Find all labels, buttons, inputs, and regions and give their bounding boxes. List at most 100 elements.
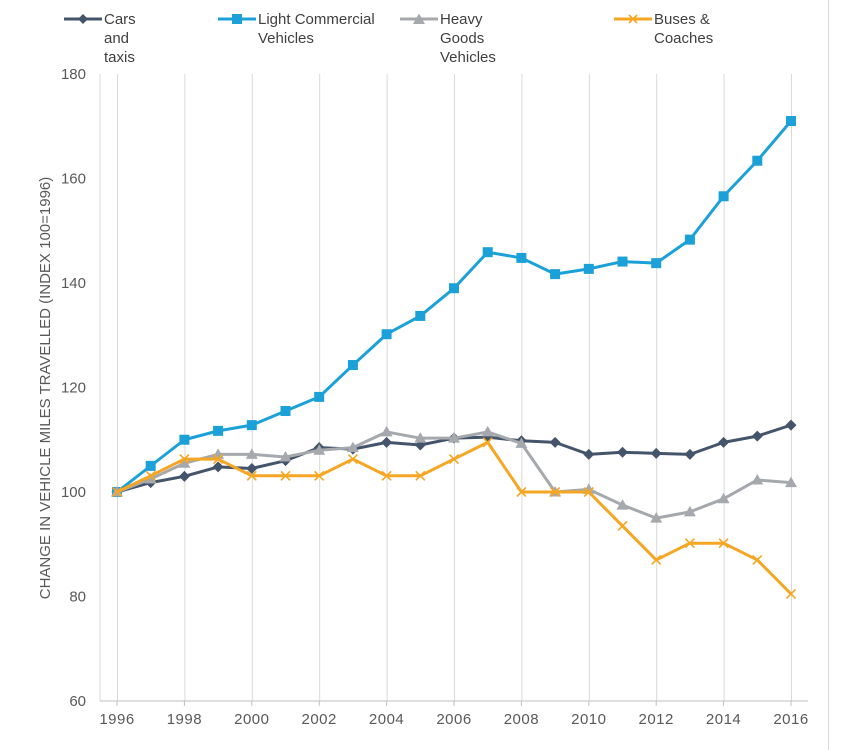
data-point [414,432,427,443]
y-tick-label: 100 [61,484,86,501]
x-tick-label: 2002 [302,711,337,728]
x-tick-label: 2016 [773,711,808,728]
axes: 60 80 100 120 140 160 180 1996 1998 2000 2002 2004 2… [61,66,808,728]
data-point [246,420,257,431]
data-point [313,444,326,455]
x-tick-label: 1998 [167,711,202,728]
data-point [314,470,325,481]
data-point [482,247,493,258]
data-point [482,437,493,448]
data-point [381,470,392,481]
y-tick-label: 140 [61,275,86,292]
data-point [515,437,528,448]
data-point [616,499,629,510]
data-point [448,432,460,443]
data-point [550,486,561,498]
data-point [415,470,426,481]
y-tick-label: 80 [69,589,86,606]
data-point [651,258,662,269]
data-point [718,538,729,549]
data-point [179,454,190,465]
data-point [448,454,460,465]
data-point [280,406,291,417]
data-point [683,505,696,517]
data-point [786,116,796,127]
data-point [516,252,527,263]
data-point [212,461,224,473]
legend-label-lcv: Light Commercial Vehicles [258,11,375,47]
data-point [314,391,325,402]
data-point [347,454,358,465]
x-tick-label: 2014 [706,711,741,728]
data-point [684,234,695,245]
data-point [246,462,258,474]
y-tick-label: 160 [61,171,86,188]
y-axis-title: CHANGE IN VEHICLE MILES TRAVELLED (INDEX… [37,177,54,600]
data-point [583,263,594,274]
legend-label-hgv: Heavy Goods Vehicles [440,11,496,66]
data-point [213,454,224,465]
data-point [380,425,393,437]
data-point [752,554,763,565]
legend-item-buses: Buses & Coaches [614,10,713,48]
data-point [346,441,359,453]
data-point [752,155,763,166]
legend-label-cars: Cars and taxis [104,11,136,66]
series-layer [111,116,797,599]
x-tick-label: 1996 [99,711,134,728]
data-point [718,191,729,202]
data-point [751,473,764,485]
x-tick-label: 2004 [369,711,404,728]
y-tick-label: 120 [61,380,86,397]
data-point [381,329,392,340]
data-point [111,486,123,498]
data-point [785,419,797,431]
x-tick-label: 2012 [639,711,674,728]
data-point [144,472,157,484]
data-point [785,476,797,488]
series-heavy-goods-vehicles [111,425,797,523]
data-point [415,310,426,321]
data-point [381,436,393,448]
data-point [245,448,258,459]
x-tick-label: 2008 [504,711,539,728]
data-point [583,448,595,460]
data-point [145,460,156,471]
data-point [617,256,628,267]
data-point [651,554,662,565]
series-buses-coaches [111,437,797,599]
legend-item-lcv: Light Commercial Vehicles [218,10,398,48]
data-point [718,436,730,448]
data-point [516,486,527,498]
x-tick-label: 2000 [234,711,269,728]
legend-swatch-hgv [400,13,438,24]
data-point [246,470,257,481]
data-point [449,283,459,294]
legend-swatch-lcv [218,14,256,24]
data-point [481,425,494,437]
data-point [717,492,730,504]
data-point [650,447,662,459]
data-point [751,430,763,442]
legend-swatch-cars [64,14,102,24]
data-point [650,512,663,523]
x-tick-label: 2010 [571,711,606,728]
legend-item-cars: Cars and taxis [64,10,136,67]
data-point [583,486,594,498]
data-point [617,446,628,458]
frame-border [828,0,829,750]
data-point [617,520,628,532]
x-tick-label: 2006 [436,711,471,728]
data-point [178,470,190,482]
data-point [179,434,190,445]
data-point [280,470,291,481]
legend-item-hgv: Heavy Goods Vehicles [400,10,496,67]
data-point [145,470,156,481]
gridlines [117,74,792,701]
data-point [347,360,358,371]
data-point [550,269,561,280]
data-point [785,588,797,599]
data-point [684,448,696,460]
